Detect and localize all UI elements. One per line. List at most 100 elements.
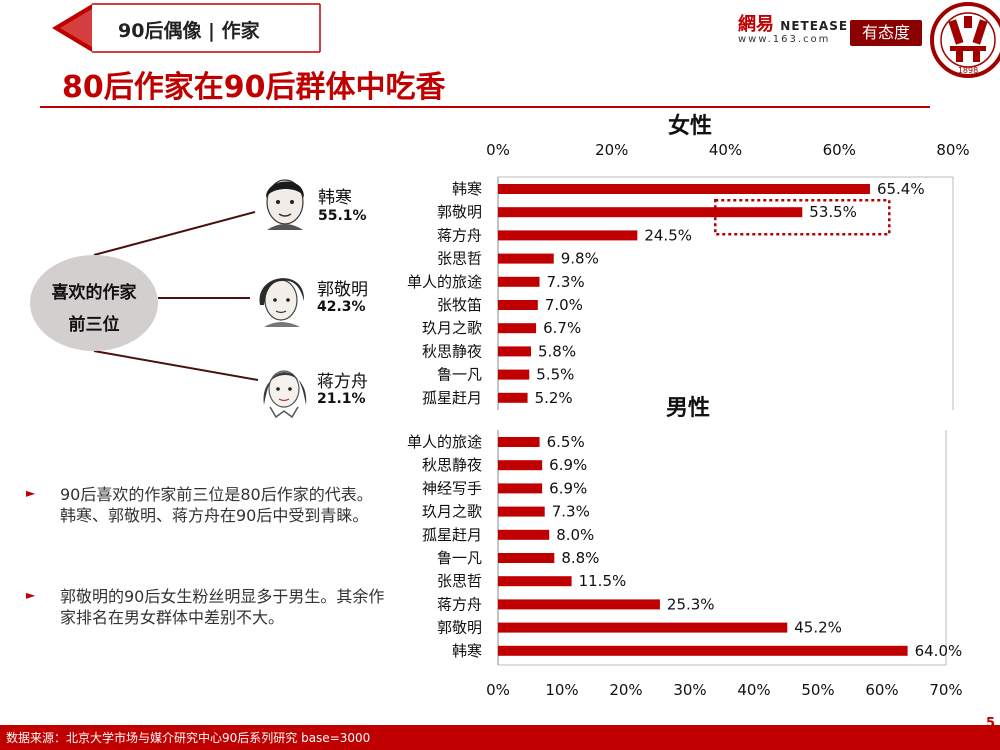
- netease-brand-cn: 網易: [738, 14, 774, 35]
- writer-pct: 55.1%: [318, 208, 367, 224]
- data-label: 64.0%: [915, 642, 963, 660]
- writer-pct: 21.1%: [317, 391, 366, 407]
- bar: [498, 599, 660, 610]
- x-tick-label: 30%: [673, 681, 706, 699]
- bar: [498, 184, 870, 194]
- writer-name: 郭敬明: [317, 280, 368, 300]
- bullet-marker: ►: [26, 486, 36, 500]
- data-label: 9.8%: [561, 250, 599, 268]
- category-label: 孤星赶月: [422, 389, 482, 407]
- x-tick-label: 20%: [609, 681, 642, 699]
- bar: [498, 369, 530, 380]
- chart-title: 女性: [668, 113, 712, 139]
- data-label: 45.2%: [794, 619, 842, 637]
- data-label: 24.5%: [644, 226, 692, 244]
- top-decoration: [52, 3, 321, 53]
- bar: [498, 483, 543, 494]
- x-tick-label: 0%: [486, 681, 510, 699]
- category-label: 韩寒: [452, 642, 482, 660]
- category-label: 郭敬明: [437, 619, 482, 637]
- category-label: 单人的旅途: [407, 433, 482, 451]
- data-label: 7.3%: [547, 273, 585, 291]
- data-label: 5.5%: [536, 366, 574, 384]
- data-label: 5.2%: [535, 389, 573, 407]
- bar: [498, 529, 550, 540]
- x-tick-label: 40%: [709, 141, 742, 159]
- data-label: 6.7%: [543, 319, 581, 337]
- writer-name: 韩寒: [318, 188, 352, 208]
- bullet-text: 郭敬明的90后女生粉丝明显多于男生。其余作家排名在男女群体中差别不大。: [60, 587, 385, 627]
- data-label: 8.8%: [561, 549, 599, 567]
- category-label: 张牧笛: [437, 296, 482, 314]
- data-label: 7.0%: [545, 296, 583, 314]
- bar: [498, 300, 538, 310]
- x-tick-label: 60%: [823, 141, 856, 159]
- youtaidu-badge: 有态度: [850, 20, 922, 46]
- data-label: 5.8%: [538, 342, 576, 360]
- category-label: 秋思静夜: [422, 342, 482, 360]
- portrait-guojingming-icon: [259, 278, 305, 327]
- center-label-line2: 前三位: [68, 315, 120, 335]
- category-label: 玖月之歌: [422, 319, 482, 337]
- x-tick-label: 40%: [737, 681, 770, 699]
- x-tick-label: 80%: [936, 141, 969, 159]
- data-label: 65.4%: [877, 180, 925, 198]
- data-label: 6.9%: [549, 456, 587, 474]
- x-tick-label: 50%: [801, 681, 834, 699]
- pku-seal-year: 1898: [958, 66, 978, 75]
- category-label: 郭敬明: [437, 203, 482, 221]
- category-label: 玖月之歌: [422, 503, 482, 521]
- category-label: 秋思静夜: [422, 456, 482, 474]
- x-tick-label: 60%: [865, 681, 898, 699]
- category-label: 神经写手: [422, 479, 482, 497]
- netease-brand-en: NETEASE: [780, 19, 849, 33]
- center-label-line1: 喜欢的作家: [51, 283, 137, 303]
- bar: [498, 437, 540, 447]
- section-tag: 90后偶像 | 作家: [118, 20, 260, 42]
- category-label: 韩寒: [452, 180, 482, 198]
- connector-lines: [93, 211, 259, 381]
- bar: [498, 392, 528, 403]
- pku-seal-icon: 1898: [930, 2, 1000, 78]
- netease-url: www.163.com: [738, 34, 831, 45]
- category-label: 张思哲: [437, 250, 482, 268]
- category-label: 鲁一凡: [437, 366, 482, 384]
- netease-logo: 網易 NETEASE www.163.com: [738, 10, 848, 50]
- bullet-text: 90后喜欢的作家前三位是80后作家的代表。韩寒、郭敬明、蒋方舟在90后中受到青睐…: [60, 485, 373, 525]
- bar: [498, 207, 803, 218]
- data-label: 11.5%: [579, 572, 627, 590]
- source-note: 数据来源：北京大学市场与媒介研究中心90后系列研究 base=3000: [6, 731, 371, 745]
- category-label: 张思哲: [437, 572, 482, 590]
- bar: [498, 346, 531, 357]
- category-label: 鲁一凡: [437, 549, 482, 567]
- bar: [498, 506, 545, 517]
- writer-pct: 42.3%: [317, 299, 366, 315]
- data-label: 7.3%: [552, 503, 590, 521]
- category-label: 单人的旅途: [407, 273, 482, 291]
- bullet-marker: ►: [26, 588, 36, 602]
- bar: [498, 460, 543, 471]
- bar: [498, 276, 540, 287]
- x-tick-label: 20%: [595, 141, 628, 159]
- data-label: 6.5%: [547, 433, 585, 451]
- bar: [498, 230, 638, 241]
- bar: [498, 253, 554, 264]
- portrait-jiangfangzhou-icon: [263, 370, 307, 419]
- bar: [498, 576, 572, 587]
- highlight-box: [714, 198, 891, 236]
- x-tick-label: 10%: [545, 681, 578, 699]
- category-label: 孤星赶月: [422, 526, 482, 544]
- footer-bar: [0, 725, 1000, 750]
- bar: [498, 645, 908, 656]
- bar-charts: 女性 0% 20% 40% 60% 80% 韩寒 65.4% 郭敬明 53.5% 蒋方舟 24.5% 张…: [407, 113, 970, 699]
- page-number: 5: [986, 716, 996, 731]
- portrait-hanhan-icon: [265, 179, 305, 230]
- data-label: 53.5%: [809, 203, 857, 221]
- bar: [498, 553, 555, 563]
- x-tick-label: 0%: [486, 141, 510, 159]
- chart-title: 男性: [666, 396, 710, 421]
- center-node: [30, 255, 158, 351]
- title-divider: [40, 106, 930, 108]
- page-title: 80后作家在90后群体中吃香: [62, 70, 446, 105]
- bar: [498, 323, 537, 334]
